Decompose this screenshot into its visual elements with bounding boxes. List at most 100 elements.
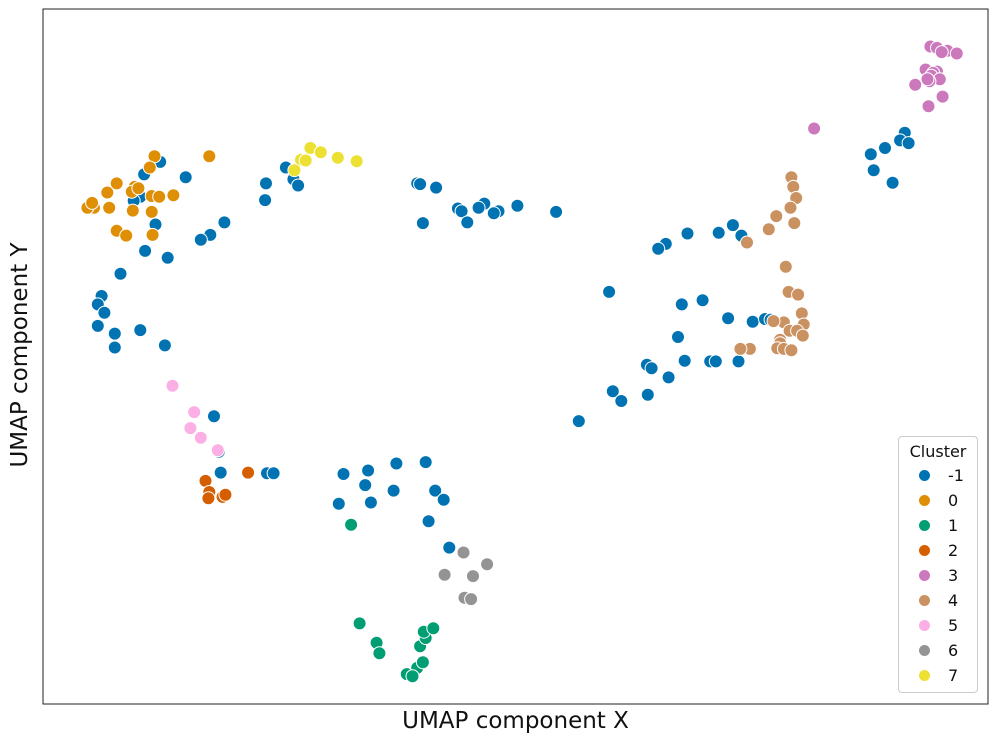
data-point xyxy=(661,370,676,385)
data-point xyxy=(330,150,345,165)
data-point xyxy=(778,259,793,274)
data-point xyxy=(418,455,433,470)
series-0 xyxy=(80,149,217,243)
series-4 xyxy=(732,170,811,358)
legend-label: -1 xyxy=(948,466,964,485)
legend-marker-icon xyxy=(919,620,930,631)
data-point xyxy=(85,195,100,210)
data-point xyxy=(651,241,666,256)
legend-marker-icon xyxy=(919,520,930,531)
data-point xyxy=(298,153,313,168)
data-point xyxy=(363,495,378,510)
data-point xyxy=(119,228,134,243)
data-point xyxy=(901,136,916,151)
legend-title: Cluster xyxy=(909,442,967,461)
legend-label: 6 xyxy=(948,641,959,660)
data-point xyxy=(415,655,430,670)
data-point xyxy=(486,206,501,221)
data-point xyxy=(193,232,208,247)
legend: Cluster -1 0 1 2 3 4 5 6 7 xyxy=(898,436,978,693)
data-point xyxy=(471,200,486,215)
x-axis-label: UMAP component X xyxy=(402,708,629,734)
data-point xyxy=(178,170,193,185)
data-point xyxy=(783,200,798,215)
data-point xyxy=(152,189,167,204)
data-point xyxy=(920,72,935,87)
data-point xyxy=(878,141,892,155)
data-point xyxy=(389,456,404,471)
data-point xyxy=(766,314,781,329)
data-point xyxy=(640,387,655,402)
data-point xyxy=(217,215,232,230)
data-point xyxy=(605,384,620,399)
data-point xyxy=(769,209,784,224)
legend-item: -1 xyxy=(899,463,977,488)
data-point xyxy=(336,467,351,481)
data-point xyxy=(207,409,221,424)
legend-rows: -1 0 1 2 3 4 5 6 7 xyxy=(899,463,977,688)
data-point xyxy=(908,77,923,92)
data-point xyxy=(183,421,198,436)
data-point xyxy=(671,330,685,344)
data-point xyxy=(210,443,225,458)
data-point xyxy=(113,266,128,281)
legend-item: 6 xyxy=(899,638,977,663)
data-point xyxy=(437,567,452,582)
data-point xyxy=(428,483,443,498)
data-point xyxy=(187,405,202,420)
data-point xyxy=(761,222,776,237)
series-7 xyxy=(287,141,364,178)
data-point xyxy=(100,185,115,200)
data-point xyxy=(436,492,451,507)
data-point xyxy=(677,353,692,368)
data-point xyxy=(213,465,228,480)
legend-label: 3 xyxy=(948,566,959,585)
legend-label: 1 xyxy=(948,516,959,535)
legend-label: 5 xyxy=(948,616,959,635)
series-3 xyxy=(807,39,964,136)
data-point xyxy=(166,188,181,203)
data-point xyxy=(386,483,401,498)
data-point xyxy=(202,149,217,164)
data-point xyxy=(405,669,420,684)
data-point xyxy=(138,243,153,258)
data-point xyxy=(157,338,172,353)
data-point xyxy=(107,326,122,341)
data-point xyxy=(352,616,367,631)
data-point xyxy=(344,517,359,532)
legend-item: 2 xyxy=(899,538,977,563)
data-point xyxy=(464,592,479,607)
data-point xyxy=(349,154,364,169)
data-point xyxy=(429,180,444,195)
data-point xyxy=(133,323,148,338)
legend-label: 4 xyxy=(948,591,959,610)
legend-marker-icon xyxy=(919,545,930,556)
data-point xyxy=(142,160,157,175)
data-point xyxy=(165,378,180,393)
data-point xyxy=(144,204,159,219)
data-point xyxy=(510,198,525,213)
data-point xyxy=(680,226,695,241)
series-2 xyxy=(198,465,256,506)
data-point xyxy=(287,163,302,178)
data-point xyxy=(731,354,746,369)
data-point xyxy=(740,235,754,250)
data-point xyxy=(708,354,723,369)
data-point xyxy=(193,430,208,445)
data-point xyxy=(456,545,471,560)
data-point xyxy=(466,569,480,584)
data-point xyxy=(674,297,689,312)
data-point xyxy=(711,225,726,240)
data-point xyxy=(442,540,457,555)
data-point xyxy=(695,293,710,308)
data-point xyxy=(421,514,436,529)
plot-area xyxy=(42,8,989,705)
legend-label: 0 xyxy=(948,491,959,510)
data-point xyxy=(866,163,881,178)
data-point xyxy=(787,216,802,231)
legend-item: 1 xyxy=(899,513,977,538)
data-point xyxy=(795,328,810,343)
data-point xyxy=(935,89,950,104)
data-point xyxy=(413,177,428,192)
